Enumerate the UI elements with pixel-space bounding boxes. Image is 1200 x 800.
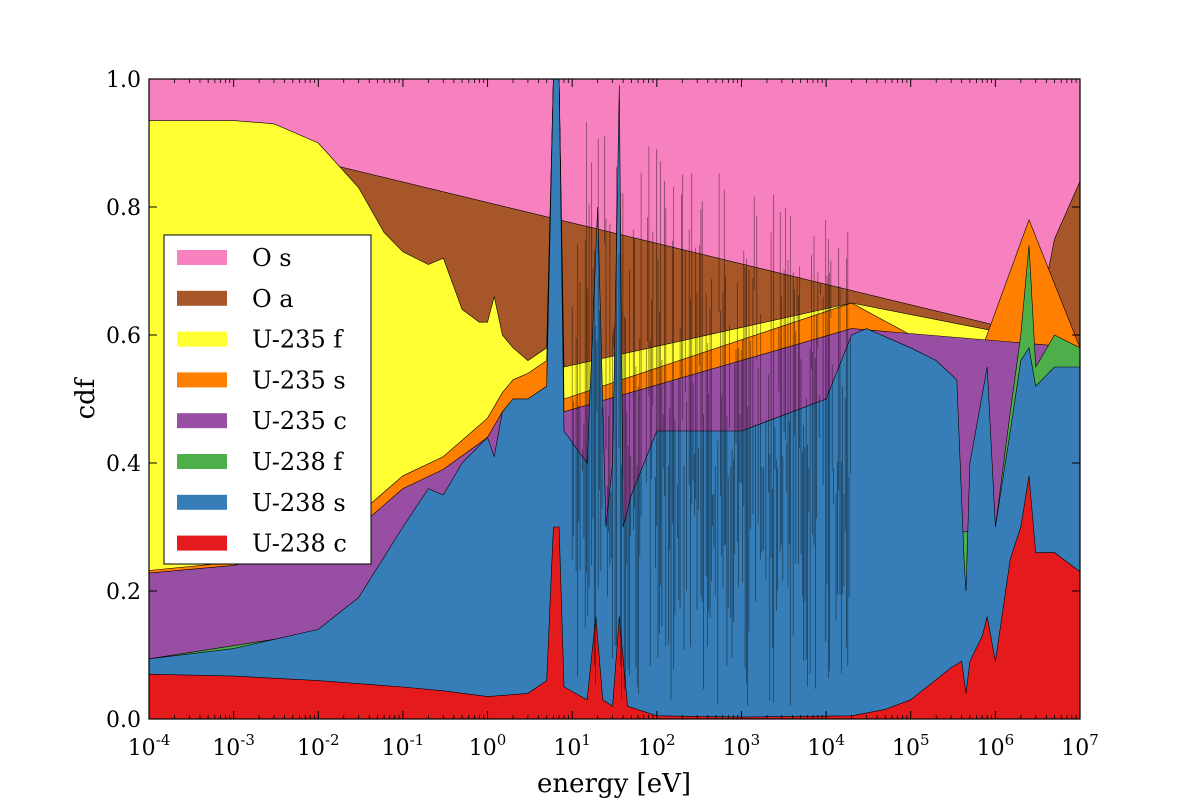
y-tick-label: 0.8	[106, 196, 141, 221]
y-tick-label: 1.0	[106, 68, 141, 93]
x-tick-label: 105	[892, 731, 930, 761]
plot-frame	[148, 78, 1081, 720]
x-tick-label: 10-3	[212, 731, 255, 761]
legend-swatch	[177, 413, 227, 429]
stacked-areas	[149, 79, 1080, 719]
legend-label: U-238 c	[252, 530, 347, 558]
legend-label: O a	[252, 285, 294, 313]
x-tick-label: 10-2	[297, 731, 340, 761]
legend-swatch	[177, 454, 227, 469]
legend-label: O s	[252, 244, 292, 272]
x-tick-label: 100	[469, 731, 507, 761]
x-tick-label: 103	[723, 731, 761, 761]
y-tick-label: 0.4	[106, 452, 141, 477]
y-tick-label: 0.2	[106, 580, 141, 605]
y-axis-label: cdf	[71, 376, 101, 419]
legend-swatch	[177, 250, 227, 265]
x-tick-label: 10-1	[382, 731, 425, 761]
area-u-238-c	[149, 475, 1080, 719]
legend-label: U-235 f	[252, 326, 344, 354]
legend-swatch	[177, 494, 227, 510]
legend-swatch	[177, 372, 227, 388]
legend-swatch	[177, 331, 227, 347]
area-u-238-s	[149, 79, 1080, 719]
resonance-lines	[571, 122, 851, 707]
axis-ticks	[148, 78, 1081, 720]
legend-swatch	[177, 535, 227, 551]
x-tick-label: 107	[1061, 731, 1099, 761]
legend-label: U-235 c	[252, 407, 347, 435]
y-tick-label: 0.6	[106, 324, 141, 349]
legend-swatch	[177, 290, 227, 306]
legend-label: U-238 f	[252, 448, 344, 476]
x-tick-label: 106	[977, 731, 1015, 761]
x-tick-label: 101	[553, 731, 591, 761]
y-tick-label: 0.0	[106, 708, 141, 733]
legend: O s O a U-235 f U-235 s U-235 c U-238 f U-238 …	[163, 234, 372, 565]
x-tick-label: 10-4	[128, 731, 171, 761]
x-axis-label: energy [eV]	[537, 769, 691, 799]
x-tick-label: 102	[638, 731, 676, 761]
legend-label: U-235 s	[252, 366, 346, 394]
x-tick-label: 104	[807, 731, 845, 761]
legend-label: U-238 s	[252, 489, 346, 517]
